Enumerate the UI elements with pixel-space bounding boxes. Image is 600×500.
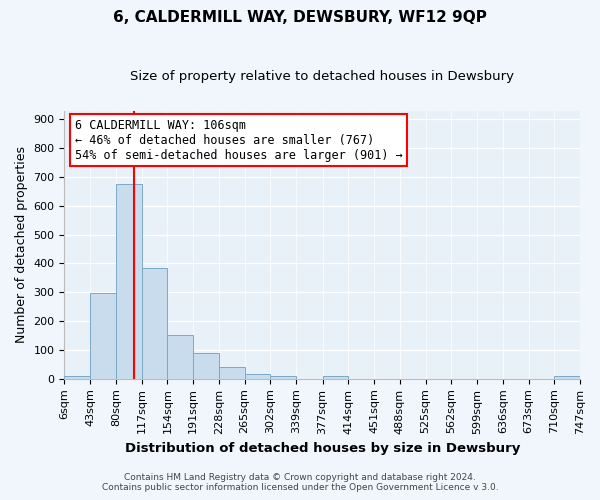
Text: Contains HM Land Registry data © Crown copyright and database right 2024.
Contai: Contains HM Land Registry data © Crown c…: [101, 473, 499, 492]
Bar: [193, 354, 219, 379]
Y-axis label: Number of detached properties: Number of detached properties: [15, 146, 28, 343]
Bar: [219, 368, 245, 379]
Title: Size of property relative to detached houses in Dewsbury: Size of property relative to detached ho…: [130, 70, 514, 83]
Text: 6, CALDERMILL WAY, DEWSBURY, WF12 9QP: 6, CALDERMILL WAY, DEWSBURY, WF12 9QP: [113, 10, 487, 25]
Bar: [90, 293, 116, 379]
Bar: [245, 374, 271, 379]
Bar: [323, 376, 348, 379]
X-axis label: Distribution of detached houses by size in Dewsbury: Distribution of detached houses by size …: [125, 442, 520, 455]
Bar: [271, 376, 296, 379]
Bar: [554, 376, 580, 379]
Bar: [142, 268, 167, 379]
Bar: [167, 334, 193, 379]
Text: 6 CALDERMILL WAY: 106sqm
← 46% of detached houses are smaller (767)
54% of semi-: 6 CALDERMILL WAY: 106sqm ← 46% of detach…: [75, 118, 403, 162]
Bar: [116, 184, 142, 379]
Bar: [64, 376, 90, 379]
